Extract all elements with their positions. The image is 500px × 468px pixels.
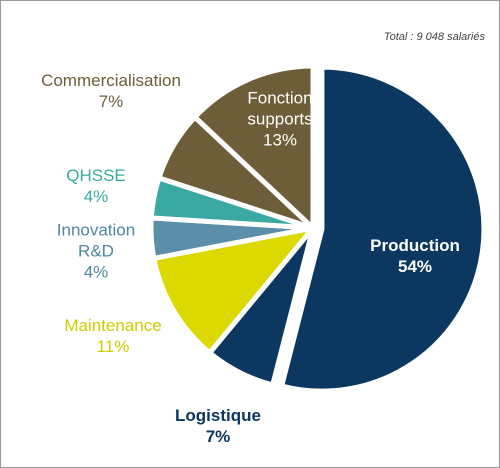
chart-title: Total : 9 048 salariés (383, 31, 485, 43)
slice-label: Production 54% (335, 235, 495, 277)
value-label: 54% (397, 257, 433, 276)
pie-slice (151, 225, 316, 356)
category-label: Commercialisation (41, 71, 181, 90)
category-label: QHSSE (66, 166, 126, 185)
category-label: Maintenance (64, 316, 162, 335)
value-label: 13% (262, 130, 298, 150)
slice-label: Logistique 7% (163, 405, 273, 447)
pie-slice (192, 63, 316, 231)
category-label: Fonction supports (247, 88, 313, 129)
value-label: 11% (96, 337, 130, 356)
category-label: Logistique (175, 406, 261, 425)
slice-label: Commercialisation 7% (16, 70, 206, 112)
slice-label: Maintenance 11% (48, 315, 178, 357)
category-label: Innovation R&D (56, 220, 136, 261)
slice-label: Fonction supports 13% (235, 88, 325, 151)
pie-slice (279, 64, 487, 394)
category-label: Production (370, 236, 460, 255)
value-label: 4% (83, 262, 109, 282)
value-label: 4% (83, 187, 109, 206)
value-label: 7% (98, 92, 124, 111)
slice-label: QHSSE 4% (46, 165, 146, 207)
value-label: 7% (205, 427, 231, 446)
slice-label: Innovation R&D 4% (41, 220, 151, 283)
